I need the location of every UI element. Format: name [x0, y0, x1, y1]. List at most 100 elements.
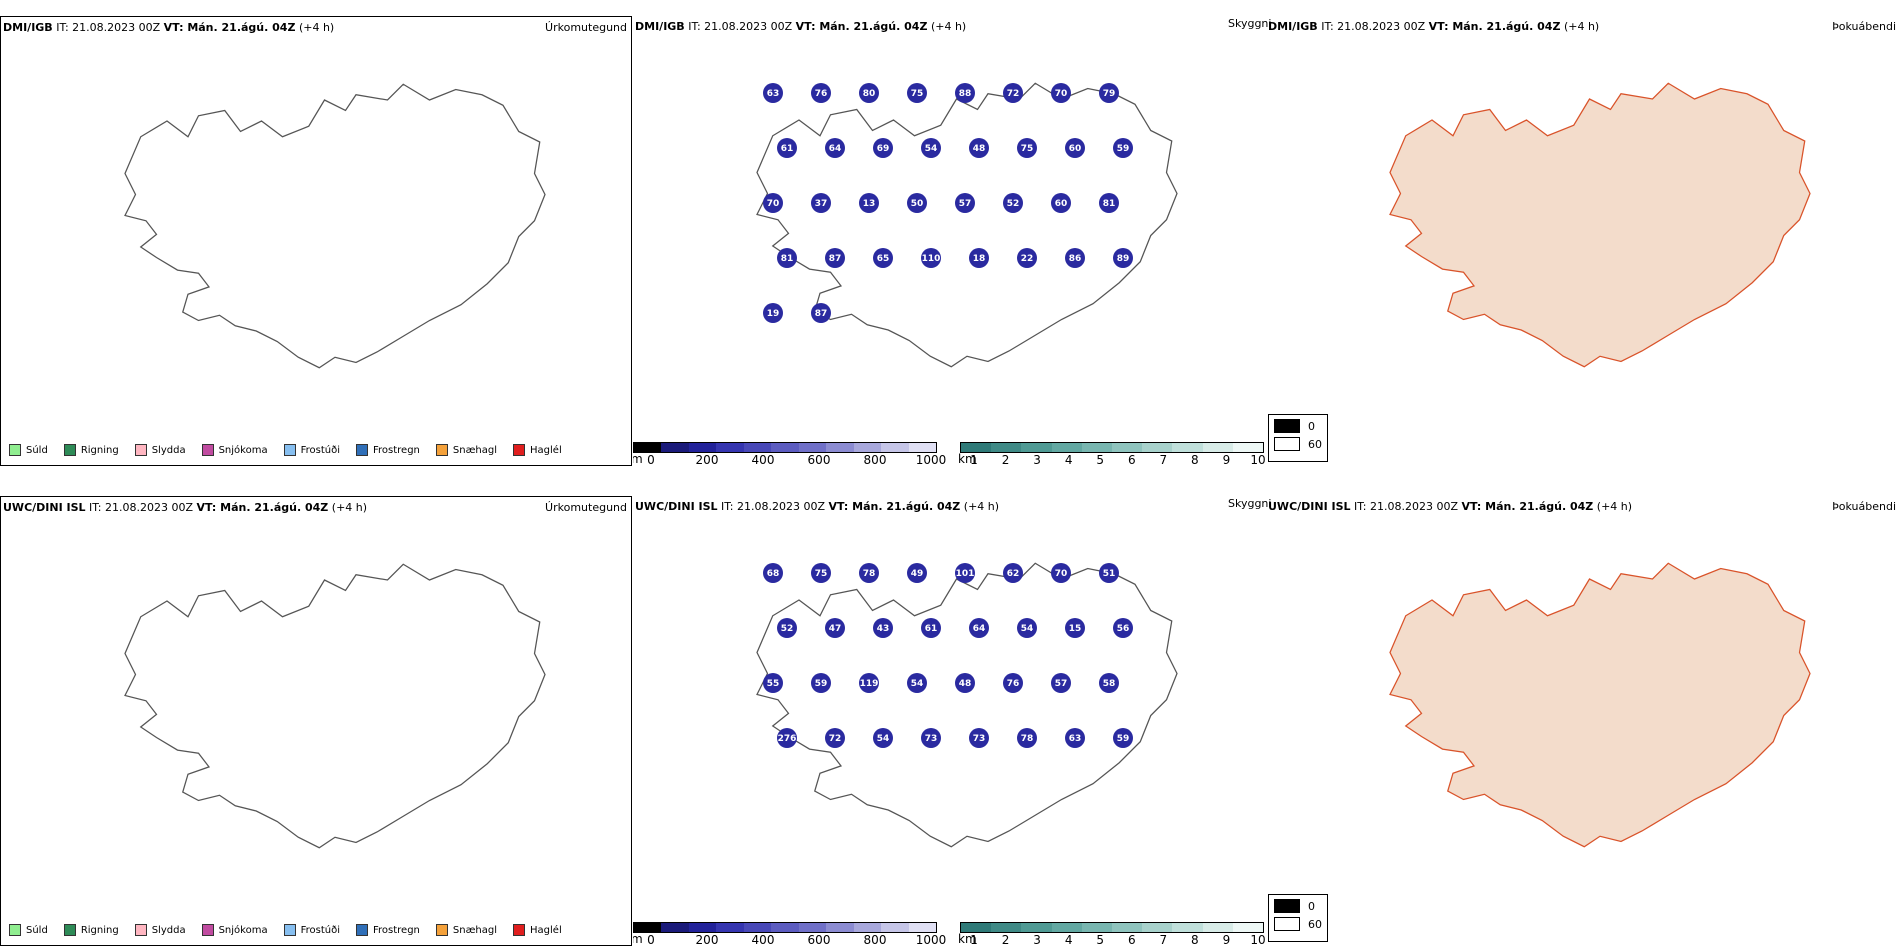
fog-legend-label: 60	[1308, 437, 1322, 451]
visibility-label: 52	[781, 624, 794, 634]
precip-map-bottom	[124, 563, 546, 849]
precip-legend: Súld Rigning Slydda Snjókoma Frostúði Frostre…	[1, 435, 631, 465]
legend-label: Slydda	[151, 444, 186, 456]
colorbar-cell	[688, 443, 717, 452]
visibility-label: 80	[863, 89, 876, 99]
visibility-label: 73	[973, 734, 986, 744]
legend-swatch	[134, 924, 147, 936]
panel-title: UWC/DINI ISL IT: 21.08.2023 00Z VT: Mán.…	[1268, 500, 1633, 513]
visibility-label: 76	[815, 89, 828, 99]
visibility-label: 62	[1007, 569, 1020, 579]
visibility-cell	[1065, 728, 1085, 748]
legend-swatch	[283, 444, 296, 456]
colorbar-cell	[881, 923, 909, 932]
panel-name: Þokuábendi	[1832, 500, 1896, 513]
fog-panel-bottom: UWC/DINI ISL IT: 21.08.2023 00Z VT: Mán.…	[1266, 496, 1900, 946]
colorbar-tick: 10	[1250, 453, 1265, 466]
visibility-cell	[1017, 248, 1037, 268]
visibility-cell	[873, 618, 893, 638]
colorbar-cell	[771, 443, 799, 452]
coastline	[1389, 82, 1811, 368]
visibility-cell	[1099, 673, 1119, 693]
visibility-label: 70	[1055, 569, 1068, 579]
visibility-cell	[825, 728, 845, 748]
visibility-cell	[859, 83, 879, 103]
visibility-label: 87	[829, 254, 842, 264]
legend-swatch	[63, 444, 76, 456]
colorbar-tick: 5	[1096, 453, 1105, 466]
visibility-label: 60	[1055, 199, 1068, 209]
visibility-label: 69	[877, 144, 890, 154]
legend-item: Snæhagl	[435, 444, 497, 456]
colorbar-unit: m	[633, 932, 643, 946]
coastline	[124, 83, 546, 369]
legend-label: Frostregn	[373, 444, 420, 456]
colorbar-tick: 0	[647, 453, 655, 466]
visibility-cell	[763, 193, 783, 213]
visibility-label: 57	[1055, 679, 1068, 689]
colorbar-cell	[716, 443, 744, 452]
visibility-label: 48	[973, 144, 986, 154]
legend-swatch	[435, 444, 448, 456]
legend-swatch	[513, 924, 526, 936]
visibility-cell	[873, 138, 893, 158]
visibility-cell	[1051, 193, 1071, 213]
fog-legend: 0 60	[1268, 894, 1328, 942]
visibility-cell	[1017, 138, 1037, 158]
fog-panel-top: DMI/IGB IT: 21.08.2023 00Z VT: Mán. 21.á…	[1266, 16, 1900, 466]
visibility-label: 101	[956, 569, 975, 579]
visibility-cell	[763, 83, 783, 103]
visibility-cell	[873, 728, 893, 748]
colorbar-cell	[1081, 923, 1113, 932]
legend-item: Haglél	[513, 444, 562, 456]
colorbar-cell	[1112, 923, 1143, 932]
legend-label: Súld	[26, 444, 48, 456]
visibility-cell	[921, 728, 941, 748]
visibility-label: 81	[1103, 199, 1116, 209]
visibility-cell	[1051, 563, 1071, 583]
visibility-label: 51	[1103, 569, 1116, 579]
visibility-cell	[1113, 728, 1133, 748]
colorbar-cell	[991, 443, 1022, 452]
iceland-outline	[756, 82, 1178, 368]
visibility-cell	[1017, 618, 1037, 638]
colorbar-cell	[1081, 443, 1113, 452]
colorbar-cell	[771, 923, 799, 932]
visibility-colorbar-m: 0 200 400 600 800 1000 m	[633, 922, 946, 946]
visibility-cell	[1003, 193, 1023, 213]
visibility-cell	[1051, 83, 1071, 103]
legend-swatch	[134, 444, 147, 456]
legend-item: Slydda	[134, 444, 186, 456]
colorbar-tick: 2	[1001, 453, 1010, 466]
colorbar-cell	[798, 923, 827, 932]
colorbar-cell	[1202, 923, 1233, 932]
visibility-label: 58	[1103, 679, 1116, 689]
visibility-cell	[825, 248, 845, 268]
legend-item: Snjókoma	[201, 924, 268, 936]
colorbar-cell	[1021, 443, 1052, 452]
colorbar-tick: 7	[1159, 933, 1168, 946]
visibility-label: 59	[1117, 734, 1130, 744]
visibility-cell	[763, 673, 783, 693]
colorbar-cell	[961, 923, 992, 932]
colorbar-tick: 3	[1033, 933, 1041, 946]
panel-name: Úrkomutegund	[545, 21, 627, 34]
visibility-cell	[1113, 618, 1133, 638]
legend-item: Frostúði	[283, 444, 340, 456]
colorbar-tick: 600	[807, 933, 831, 946]
visibility-label: 63	[1069, 734, 1082, 744]
colorbar-cell	[1172, 443, 1203, 452]
legend-swatch	[283, 924, 296, 936]
colorbar-cell	[1051, 923, 1082, 932]
visibility-label: 68	[767, 569, 780, 579]
fog-legend-swatch	[1274, 437, 1300, 451]
visibility-cell	[969, 138, 989, 158]
visibility-cell	[907, 193, 927, 213]
legend-label: Snjókoma	[218, 444, 268, 456]
panel-name: Þokuábendi	[1832, 20, 1896, 33]
colorbar-tick: 600	[807, 453, 831, 466]
visibility-cell	[1003, 563, 1023, 583]
colorbar-tick: 9	[1222, 453, 1231, 466]
colorbar-cell	[853, 443, 882, 452]
colorbar-cell	[853, 923, 882, 932]
